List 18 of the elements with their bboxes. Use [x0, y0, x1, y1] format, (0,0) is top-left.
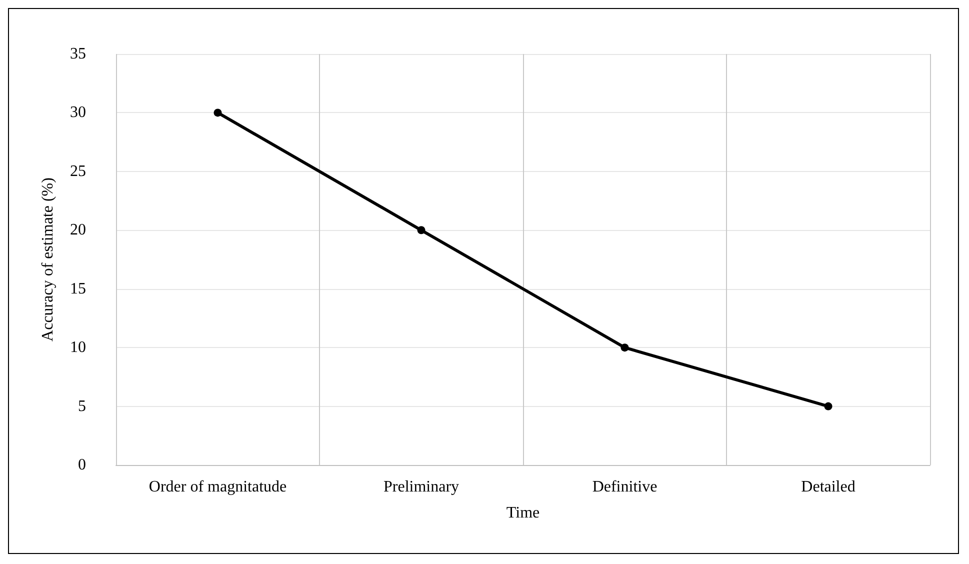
x-tick-label: Detailed	[801, 478, 856, 496]
y-tick-label: 15	[70, 280, 86, 298]
y-tick-label: 25	[70, 162, 86, 180]
point	[417, 226, 426, 234]
y-tick-label: 0	[78, 456, 86, 474]
x-tick-label: Order of magnitatude	[148, 478, 287, 496]
x-axis-title: Time	[506, 504, 540, 522]
y-tick-label: 20	[70, 222, 86, 239]
x-tick-label: Preliminary	[383, 478, 460, 496]
x-tick-label: Definitive	[592, 478, 658, 496]
y-tick-label: 35	[70, 46, 86, 62]
y-tick-label: 30	[70, 104, 86, 122]
y-tick-label: 5	[78, 398, 86, 415]
y-tick-label: 10	[70, 339, 86, 356]
point	[824, 402, 832, 410]
y-axis-title: Accuracy of estimate (%)	[40, 178, 56, 342]
point	[214, 108, 222, 117]
point	[620, 344, 629, 352]
